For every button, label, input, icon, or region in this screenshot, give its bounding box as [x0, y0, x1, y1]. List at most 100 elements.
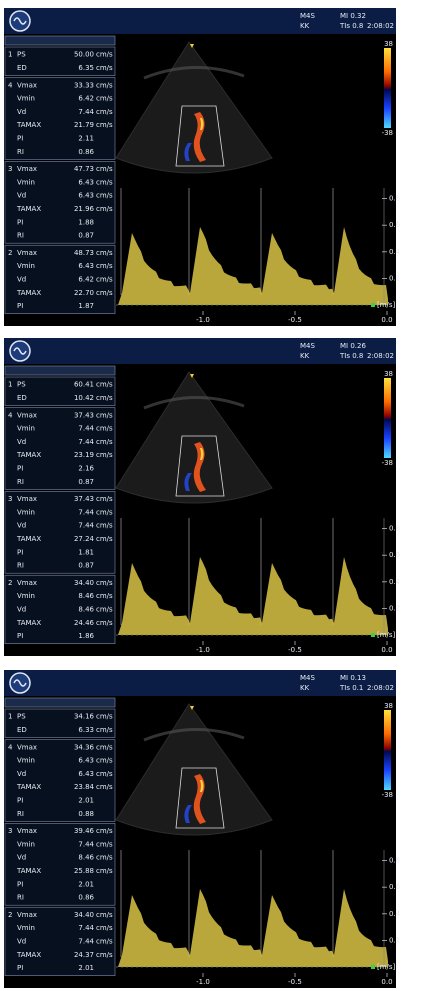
measurement-unit: cm/s: [96, 937, 113, 945]
measurement-label: TAMAX: [16, 289, 41, 297]
velocity-tick-label: 0.6: [389, 551, 401, 559]
measurement-label: PI: [17, 632, 23, 640]
time-label: 2:08:02: [367, 352, 394, 360]
measurement-value: 6.43: [78, 262, 94, 270]
color-scale-bottom: -38: [382, 791, 393, 799]
measurement-label: Vmax: [17, 165, 37, 173]
measurement-unit: cm/s: [96, 381, 113, 389]
page: M4SKKMI 0.32TIs 0.82:08:021PS50.00cm/sED…: [0, 0, 428, 991]
probe-label: M4S: [300, 12, 315, 20]
measurement-label: Vmin: [17, 262, 35, 270]
measurement-unit: cm/s: [96, 394, 113, 402]
probe-label: M4S: [300, 342, 315, 350]
measurement-unit: cm/s: [96, 262, 113, 270]
measurement-label: PI: [17, 302, 23, 310]
mi-label: MI 0.32: [340, 12, 366, 20]
measurement-value: 21.79: [74, 121, 94, 129]
velocity-tick-label: 0.4: [389, 578, 401, 586]
measurement-value: 0.88: [78, 810, 94, 818]
measurement-unit: cm/s: [96, 289, 113, 297]
measurement-value: 2.01: [78, 796, 94, 804]
tis-label: TIs 0.8: [339, 352, 363, 360]
measurement-unit: cm/s: [96, 95, 113, 103]
measurement-label: TAMAX: [16, 867, 41, 875]
user-label: KK: [300, 22, 310, 30]
velocity-tick-label: 0.8: [389, 195, 400, 203]
velocity-tick-label: 0.2: [389, 936, 400, 944]
measurement-unit: cm/s: [96, 451, 113, 459]
measurement-label: RI: [17, 894, 24, 902]
measurement-unit: cm/s: [96, 726, 113, 734]
measurement-label: TAMAX: [16, 783, 41, 791]
measurement-label: PS: [17, 381, 26, 389]
measurement-label: Vd: [17, 438, 26, 446]
color-bar: [384, 710, 391, 790]
group-index: 2: [8, 579, 12, 587]
measurement-value: 8.46: [78, 605, 94, 613]
measurement-value: 25.88: [74, 867, 94, 875]
measurement-value: 2.11: [78, 134, 94, 142]
measurement-label: PI: [17, 964, 23, 972]
measurement-value: 7.44: [78, 522, 94, 530]
measurement-unit: cm/s: [96, 438, 113, 446]
table-header-cell: [5, 36, 115, 45]
velocity-unit: [m/s]: [377, 631, 396, 639]
measurement-unit: cm/s: [96, 165, 113, 173]
measurement-label: Vd: [17, 522, 26, 530]
measurement-value: 48.73: [74, 249, 94, 257]
measurement-label: Vmin: [17, 178, 35, 186]
table-header-cell: [5, 366, 115, 375]
measurement-label: Vd: [17, 275, 26, 283]
measurement-unit: cm/s: [96, 605, 113, 613]
velocity-tick-label: 0.6: [389, 221, 401, 229]
group-index: 3: [8, 827, 12, 835]
measurement-label: PI: [17, 548, 23, 556]
measurement-value: 23.84: [74, 783, 95, 791]
mi-label: MI 0.26: [340, 342, 366, 350]
measurement-label: PI: [17, 796, 23, 804]
measurement-value: 2.01: [78, 880, 94, 888]
measurement-value: 0.87: [78, 232, 94, 240]
ultrasound-panel: M4SKKMI 0.32TIs 0.82:08:021PS50.00cm/sED…: [4, 8, 401, 326]
time-tick-label: -0.5: [288, 978, 302, 986]
measurement-label: Vmin: [17, 425, 35, 433]
measurement-label: PI: [17, 880, 23, 888]
measurement-label: Vmax: [17, 81, 37, 89]
measurement-value: 24.46: [74, 619, 95, 627]
header-bar: [4, 670, 396, 696]
measurement-unit: cm/s: [96, 924, 113, 932]
measurement-value: 27.24: [74, 535, 95, 543]
group-index: 3: [8, 165, 12, 173]
measurement-label: Vmin: [17, 924, 35, 932]
unit-marker: [371, 303, 375, 307]
user-label: KK: [300, 684, 310, 692]
measurement-unit: cm/s: [96, 508, 113, 516]
probe-label: M4S: [300, 674, 315, 682]
screenshot: M4SKKMI 0.32TIs 0.82:08:021PS50.00cm/sED…: [0, 0, 428, 991]
unit-marker: [371, 633, 375, 637]
measurement-value: 60.41: [74, 381, 94, 389]
measurement-label: Vmin: [17, 840, 35, 848]
velocity-tick-label: 0.4: [389, 248, 401, 256]
measurement-label: Vmin: [17, 757, 35, 765]
group-index: 4: [8, 411, 13, 419]
color-bar: [384, 48, 391, 128]
measurement-unit: cm/s: [96, 81, 113, 89]
measurement-value: 1.87: [78, 302, 94, 310]
measurement-unit: cm/s: [96, 951, 113, 959]
measurement-label: TAMAX: [16, 121, 41, 129]
measurement-value: 6.42: [78, 275, 94, 283]
group-index: 3: [8, 495, 12, 503]
measurement-value: 37.43: [74, 411, 94, 419]
measurement-value: 7.44: [78, 937, 94, 945]
measurement-label: Vd: [17, 937, 26, 945]
unit-marker: [371, 965, 375, 969]
measurement-value: 1.88: [78, 218, 94, 226]
measurement-unit: cm/s: [96, 495, 113, 503]
mi-label: MI 0.13: [340, 674, 366, 682]
user-label: KK: [300, 352, 310, 360]
measurement-unit: cm/s: [96, 51, 113, 59]
tis-label: TIs 0.8: [339, 22, 363, 30]
measurement-value: 21.96: [74, 205, 95, 213]
